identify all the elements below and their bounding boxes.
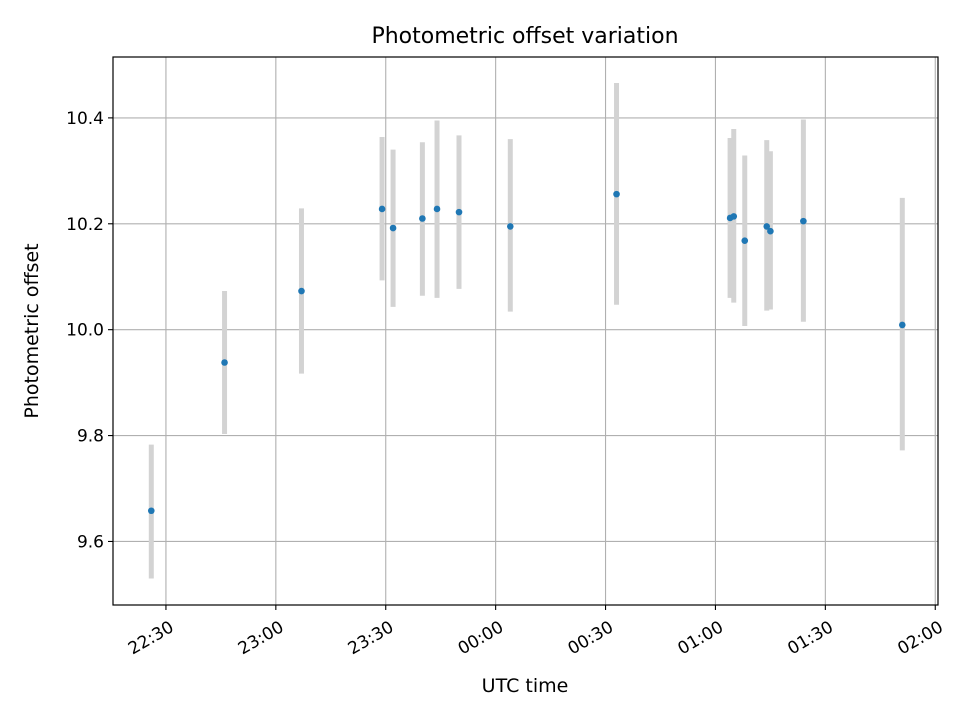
data-point [763, 223, 771, 230]
data-point [767, 227, 774, 235]
data-point [378, 205, 386, 213]
y-tick-label: 9.6 [77, 532, 104, 552]
error-bars [148, 82, 905, 579]
data-point [419, 215, 426, 222]
plot-frame [112, 56, 939, 606]
y-tick-label: 10.0 [66, 321, 104, 341]
x-tick-label: 02:00 [894, 617, 946, 659]
data-point [898, 321, 906, 329]
data-point [800, 217, 807, 225]
x-tick-label: 00:00 [455, 617, 507, 659]
data-point [147, 507, 155, 515]
chart-title: Photometric offset variation [371, 24, 678, 49]
data-point [613, 190, 620, 198]
x-tick-label: 00:30 [565, 617, 617, 659]
x-tick-label: 23:30 [345, 617, 397, 659]
ticks: 22:30 23:00 23:30 00:00 00:30 01:00 01:30 02:00… [66, 109, 947, 659]
data-point [730, 213, 738, 220]
x-axis-label: UTC time [482, 675, 569, 697]
x-tick-label: 01:30 [784, 617, 836, 659]
x-tick-label: 23:00 [235, 617, 287, 659]
data-point [741, 237, 749, 245]
data-points [147, 190, 906, 515]
x-tick-label: 22:30 [125, 617, 177, 659]
data-point [389, 224, 397, 232]
data-point [221, 359, 228, 366]
grid [113, 57, 938, 605]
y-tick-label: 10.2 [66, 215, 104, 235]
data-point [298, 287, 305, 295]
y-tick-label: 10.4 [66, 109, 104, 129]
data-point [455, 208, 463, 216]
data-point [506, 223, 514, 230]
y-tick-label: 9.8 [77, 427, 104, 447]
x-tick-label: 01:00 [675, 617, 727, 659]
y-axis-label: Photometric offset [21, 243, 43, 418]
data-point [433, 205, 441, 213]
